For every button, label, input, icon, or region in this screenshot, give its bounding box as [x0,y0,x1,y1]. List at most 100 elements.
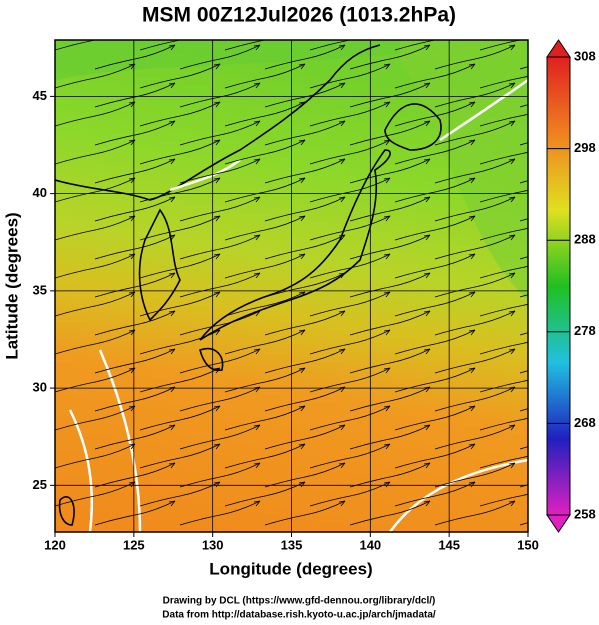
title: MSM 00Z12Jul2026 (1013.2hPa) [142,4,456,27]
streamline [479,379,528,393]
streamline-arrow [508,158,516,165]
streamline-arrow [383,177,391,184]
streamline-arrow [423,44,431,51]
streamline [394,329,476,355]
streamline [479,113,528,127]
streamline [394,215,476,241]
streamline [264,310,346,336]
streamline-arrow [253,196,261,203]
streamline [139,405,221,431]
streamline-arrow [468,291,476,298]
streamline [349,310,431,336]
streamline [55,481,136,507]
streamline [309,291,391,317]
streamline-arrow [423,348,431,355]
streamline-arrow [423,120,431,127]
x-axis-label: Longitude (degrees) [209,559,372,578]
streamline-arrow [508,44,516,51]
streamline [309,329,391,355]
streamline [264,120,346,146]
streamline [394,40,437,51]
streamline-arrow [213,177,221,184]
streamline [139,443,221,469]
streamline [349,120,431,146]
streamline [55,367,136,393]
streamline-arrow [168,310,176,317]
streamline [434,500,516,526]
streamline-arrow [253,462,261,469]
streamline [179,82,261,108]
colorbar-extend-high [546,39,571,58]
streamline-arrow [298,405,306,412]
streamline-arrow [594,501,599,506]
streamline [94,310,176,336]
streamline [94,120,176,146]
streamline [479,189,528,203]
streamline [139,329,221,355]
streamline [139,291,221,317]
streamline-arrow [468,177,476,184]
streamline-arrow [168,120,176,127]
streamline [139,63,221,89]
streamline [55,329,136,355]
streamline-arrow [298,367,306,374]
streamline-arrow [298,291,306,298]
streamline-arrow [338,196,346,203]
streamline-arrow [168,272,176,279]
streamline-arrow [594,159,599,164]
x-tick-label: 120 [44,537,66,552]
streamline [349,500,431,526]
streamline [264,424,346,450]
streamline [94,424,176,450]
streamline-arrow [594,463,599,468]
streamline [394,63,476,89]
y-tick-label: 40 [33,185,47,200]
streamline-arrow [508,424,516,431]
streamline [309,367,391,393]
streamline-arrow [338,234,346,241]
streamline [479,341,528,355]
y-tick-label: 45 [33,88,47,103]
streamline-arrow [423,272,431,279]
streamline-arrow [253,348,261,355]
streamline-arrow [383,63,391,70]
streamline-arrow [298,253,306,260]
streamline-arrow [508,500,516,507]
streamline-arrow [508,82,516,89]
streamline-arrow [338,310,346,317]
streamline [479,303,528,317]
streamline-arrow [508,272,516,279]
streamline [434,348,516,374]
x-tick-label: 125 [123,537,145,552]
streamline [264,196,346,222]
streamline-arrow [253,82,261,89]
streamline [349,82,431,108]
streamline [309,139,391,165]
streamline-arrow [168,196,176,203]
y-axis-label: Latitude (degrees) [2,212,21,359]
streamline-arrow [423,462,431,469]
streamline [55,405,136,431]
streamline-arrow [508,348,516,355]
credit: Data from http://database.rish.kyoto-u.a… [162,610,436,621]
streamline-arrow [253,158,261,165]
streamline-arrow [338,272,346,279]
streamline-arrow [298,177,306,184]
streamline [224,329,306,355]
streamline-arrow [213,481,221,488]
streamline [179,348,261,374]
streamline-arrow [168,82,176,89]
streamline-arrow [383,291,391,298]
streamline-arrow [168,158,176,165]
streamline-arrow [508,234,516,241]
streamline [179,310,261,336]
streamline [309,101,391,127]
streamline [309,405,391,431]
streamline [179,44,261,70]
streamline-arrow [338,120,346,127]
streamline [94,348,176,374]
colorbar-tick-label: 288 [574,232,596,247]
streamline-arrow [468,63,476,70]
streamline [434,462,516,488]
streamline-arrow [338,348,346,355]
